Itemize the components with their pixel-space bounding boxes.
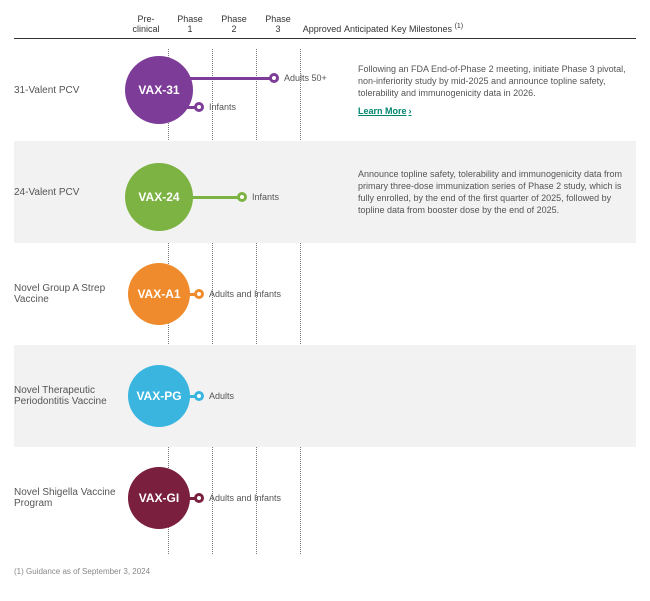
- milestones-header: Anticipated Key Milestones (1): [344, 23, 636, 38]
- milestones-header-text: Anticipated Key Milestones: [344, 24, 452, 34]
- track-label: Adults and Infants: [209, 289, 281, 299]
- milestone-text: Announce topline safety, tolerability an…: [344, 162, 636, 223]
- progress-endcap: [269, 73, 279, 83]
- milestones-header-footnote-marker: (1): [455, 23, 464, 30]
- timeline: VAX-PG Adults: [124, 351, 344, 441]
- progress-endcap: [194, 493, 204, 503]
- progress-endcap: [194, 289, 204, 299]
- milestone-body: Announce topline safety, tolerability an…: [358, 168, 628, 217]
- product-bubble: VAX-GI: [128, 467, 190, 529]
- timeline: VAX-A1 Adults and Infants: [124, 249, 344, 339]
- product-bubble: VAX-PG: [128, 365, 190, 427]
- pipeline-row: 24-Valent PCVVAX-24 Infants Announce topli…: [14, 141, 636, 243]
- column-header-phase1: Phase 1: [168, 14, 212, 38]
- milestone-body: Following an FDA End-of-Phase 2 meeting,…: [358, 63, 628, 99]
- product-bubble: VAX-A1: [128, 263, 190, 325]
- track-label: Adults 50+: [284, 73, 327, 83]
- pipeline-row: Novel Group A Strep VaccineVAX-A1 Adults …: [14, 243, 636, 345]
- product-bubble: VAX-31: [125, 56, 193, 124]
- pipeline-rows: 31-Valent PCVVAX-31 Adults 50+ Infants Foll…: [14, 39, 636, 549]
- milestone-text: [344, 492, 636, 504]
- timeline: VAX-31 Adults 50+ Infants: [124, 45, 344, 135]
- row-label: Novel Group A Strep Vaccine: [14, 283, 124, 305]
- row-label: 24-Valent PCV: [14, 187, 124, 198]
- track-label: Infants: [209, 102, 236, 112]
- progress-endcap: [194, 102, 204, 112]
- product-bubble: VAX-24: [125, 163, 193, 231]
- row-label: 31-Valent PCV: [14, 85, 124, 96]
- progress-endcap: [237, 192, 247, 202]
- column-header-phase2: Phase 2: [212, 14, 256, 38]
- milestone-text: Following an FDA End-of-Phase 2 meeting,…: [344, 57, 636, 124]
- pipeline-row: Novel Therapeutic Periodontitis VaccineV…: [14, 345, 636, 447]
- row-label: Novel Shigella Vaccine Program: [14, 487, 124, 509]
- column-header-preclinical: Pre- clinical: [124, 14, 168, 38]
- progress-track: [184, 196, 242, 199]
- column-header-approved: Approved: [300, 24, 344, 38]
- milestone-text: [344, 288, 636, 300]
- pipeline-chart: Pre- clinicalPhase 1Phase 2Phase 3Approv…: [0, 10, 650, 549]
- milestone-text: [344, 390, 636, 402]
- column-header-phase3: Phase 3: [256, 14, 300, 38]
- track-label: Infants: [252, 192, 279, 202]
- row-label: Novel Therapeutic Periodontitis Vaccine: [14, 385, 124, 407]
- column-headers: Pre- clinicalPhase 1Phase 2Phase 3Approv…: [14, 10, 636, 38]
- chevron-right-icon: ›: [409, 106, 412, 116]
- track-label: Adults: [209, 391, 234, 401]
- timeline: VAX-24 Infants: [124, 147, 344, 237]
- progress-endcap: [194, 391, 204, 401]
- footnote-text: (1) Guidance as of September 3, 2024: [14, 567, 650, 576]
- learn-more-link[interactable]: Learn More›: [358, 105, 412, 117]
- progress-track: [184, 77, 274, 80]
- track-label: Adults and Infants: [209, 493, 281, 503]
- timeline: VAX-GI Adults and Infants: [124, 453, 344, 543]
- pipeline-row: 31-Valent PCVVAX-31 Adults 50+ Infants Foll…: [14, 39, 636, 141]
- pipeline-row: Novel Shigella Vaccine ProgramVAX-GI Adul…: [14, 447, 636, 549]
